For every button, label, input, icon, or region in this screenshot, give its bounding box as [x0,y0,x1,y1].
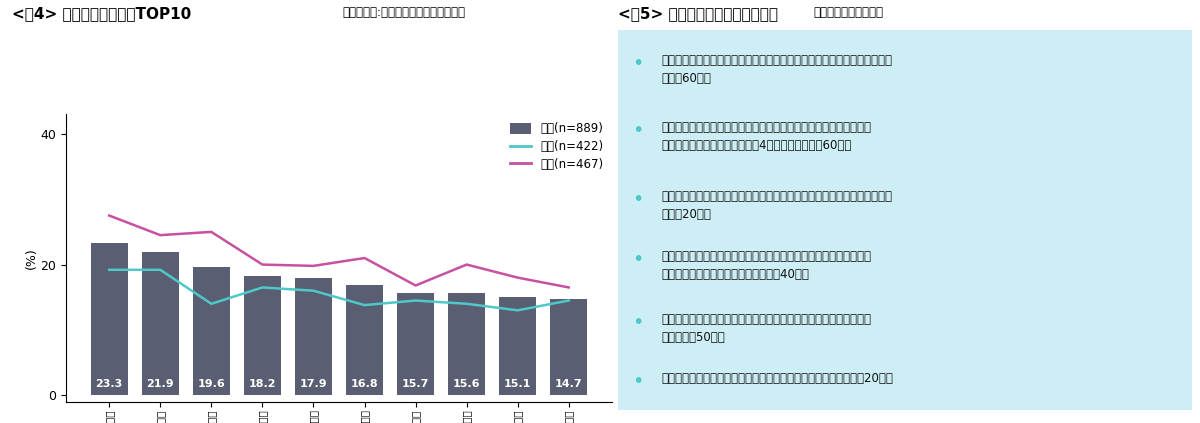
Text: 16.8: 16.8 [350,379,378,389]
Text: •: • [632,190,643,209]
Text: 15.7: 15.7 [402,379,430,389]
Text: エビチリや中華点心など少し価格は高いがクオリティの高い冷凍食
品。（男性50代）: エビチリや中華点心など少し価格は高いがクオリティの高い冷凍食 品。（男性50代） [661,313,871,344]
Text: •: • [632,313,643,332]
Bar [346,286,383,396]
Bar [244,276,281,396]
Text: 15.6: 15.6 [452,379,480,389]
Bar [193,267,229,396]
Text: から揚げ。自分で作れないが、解凍すれば直ぐに食べることが出来
て、わりとジューシーだから。（男性40代）: から揚げ。自分で作れないが、解凍すれば直ぐに食べることが出来 て、わりとジューシ… [661,250,871,281]
Text: <図5> 最近お気に入りの冷凍食品: <図5> 最近お気に入りの冷凍食品 [618,6,778,21]
Text: トップバリューのたこ焼き、スパ王、ママースパゲッティ（男性20代）: トップバリューのたこ焼き、スパ王、ママースパゲッティ（男性20代） [661,372,893,385]
Bar [295,278,332,396]
Y-axis label: (%): (%) [25,247,37,269]
Text: 14.7: 14.7 [554,379,583,389]
Bar [397,293,434,396]
Legend: 全体(n=889), 男性(n=422), 女性(n=467): 全体(n=889), 男性(n=422), 女性(n=467) [508,120,606,173]
Text: •: • [632,121,643,140]
Text: 21.9: 21.9 [146,379,174,389]
Text: （複数回答:冷凍食品を買う人ベース）: （複数回答:冷凍食品を買う人ベース） [342,6,466,19]
Text: •: • [632,372,643,391]
Text: 冷凍パスタ。おいしいし、いろいろな種類があって選ぶのが楽しいです。
（女性20代）: 冷凍パスタ。おいしいし、いろいろな種類があって選ぶのが楽しいです。 （女性20代… [661,190,892,220]
Text: 生協で販売している紙包みハンバーグ、揚げ茄子とポテトも付け合
わせとして入っていてソースも4種類ある。（女性60代）: 生協で販売している紙包みハンバーグ、揚げ茄子とポテトも付け合 わせとして入ってい… [661,121,871,152]
Text: 23.3: 23.3 [96,379,122,389]
Text: •: • [632,250,643,269]
Bar [551,299,587,396]
Text: •: • [632,54,643,73]
Text: 冷凍スパゲティは殆どのメーカーが甲乙つけがたく美味しくて好きです。
（女性60代）: 冷凍スパゲティは殆どのメーカーが甲乙つけがたく美味しくて好きです。 （女性60代… [661,54,892,85]
Bar [499,297,536,396]
Bar [449,293,485,396]
Bar [91,243,127,396]
Text: <図4> 冷凍食品への不満TOP10: <図4> 冷凍食品への不満TOP10 [12,6,191,21]
Text: （自由回答一部抜粋）: （自由回答一部抜粋） [814,6,883,19]
Text: 18.2: 18.2 [248,379,276,389]
Text: 19.6: 19.6 [198,379,226,389]
Bar [142,252,179,396]
Text: 15.1: 15.1 [504,379,532,389]
Text: 17.9: 17.9 [300,379,328,389]
